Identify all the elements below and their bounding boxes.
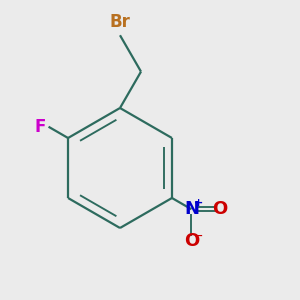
Text: +: +	[194, 198, 203, 208]
Text: O: O	[184, 232, 199, 250]
Text: F: F	[35, 118, 46, 136]
Text: O: O	[212, 200, 228, 218]
Text: N: N	[184, 200, 199, 218]
Text: Br: Br	[110, 13, 130, 31]
Text: −: −	[194, 231, 203, 241]
